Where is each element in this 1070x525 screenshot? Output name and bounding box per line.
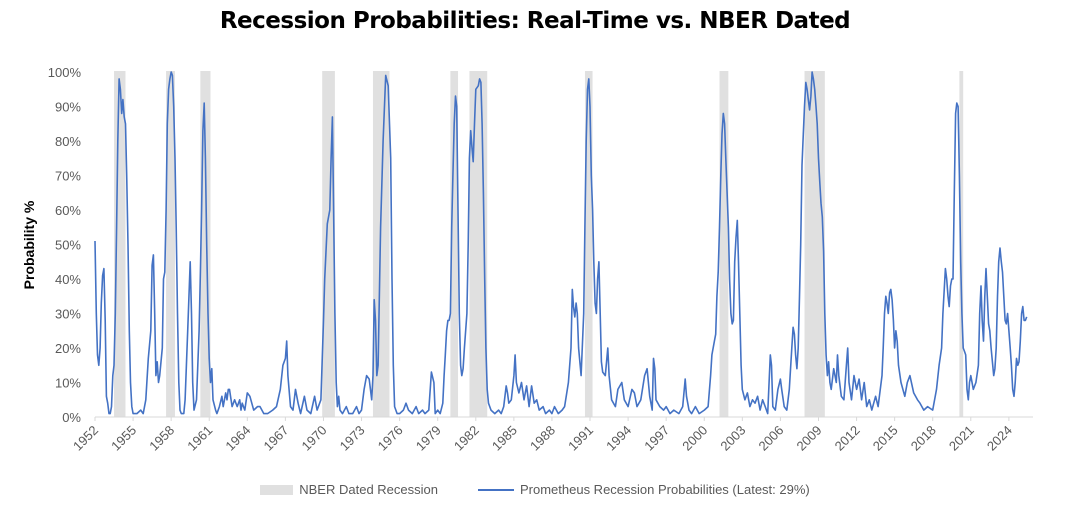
x-tick-label: 1985: [489, 423, 520, 454]
legend-item-series: Prometheus Recession Probabilities (Late…: [477, 482, 810, 497]
y-tick-label: 0%: [62, 410, 81, 425]
recession-band: [372, 71, 390, 417]
chart-title: Recession Probabilities: Real-Time vs. N…: [219, 8, 851, 34]
legend-series-label: Prometheus Recession Probabilities (Late…: [519, 482, 810, 497]
x-tick-label: 1982: [451, 423, 482, 454]
x-tick-label: 1988: [527, 423, 558, 454]
y-tick-label: 90%: [55, 100, 81, 115]
y-tick-label: 100%: [48, 65, 82, 80]
x-tick-label: 1994: [603, 423, 634, 454]
x-tick-label: 2021: [946, 423, 977, 454]
axes: [94, 416, 1033, 421]
recession-band: [804, 71, 825, 417]
y-tick-label: 60%: [55, 203, 81, 218]
recession-band: [584, 71, 593, 417]
x-tick-label: 1967: [260, 423, 291, 454]
recession-band: [200, 71, 211, 417]
x-tick-label: 1958: [146, 423, 177, 454]
recession-band: [450, 71, 459, 417]
x-tick-label: 1970: [299, 423, 330, 454]
y-tick-label: 30%: [55, 307, 81, 322]
series-swatch: [477, 488, 514, 491]
x-tick-label: 2000: [679, 423, 710, 454]
x-tick-label: 2009: [794, 423, 825, 454]
x-tick-label: 2018: [908, 423, 939, 454]
recession-band: [959, 71, 964, 417]
x-tick-label: 1979: [413, 423, 444, 454]
recession-band: [114, 71, 126, 417]
x-tick-label: 1952: [70, 423, 101, 454]
x-tick-label: 1973: [337, 423, 368, 454]
recession-band: [719, 71, 729, 417]
y-tick-label: 70%: [55, 169, 81, 184]
x-tick-label: 2006: [755, 423, 786, 454]
series-line: [94, 71, 1028, 415]
y-tick-label: 50%: [55, 238, 81, 253]
x-tick-label: 1964: [222, 423, 253, 454]
y-tick-label: 10%: [55, 376, 81, 391]
x-tick-label: 2003: [717, 423, 748, 454]
x-tick-label: 1961: [184, 423, 215, 454]
x-tick-label: 1976: [375, 423, 406, 454]
legend-item-recession: NBER Dated Recession: [260, 482, 438, 497]
x-tick-label: 2012: [832, 423, 863, 454]
y-axis-label: Probability %: [21, 200, 37, 289]
x-tick-label: 2024: [984, 423, 1015, 454]
recession-band: [166, 71, 175, 417]
x-tick-label: 1991: [565, 423, 596, 454]
series-line-layer: [94, 71, 1028, 415]
y-tick-label: 20%: [55, 341, 81, 356]
legend: NBER Dated Recession Prometheus Recessio…: [0, 482, 1070, 497]
legend-recession-label: NBER Dated Recession: [299, 482, 438, 497]
recession-bands: [114, 71, 964, 417]
recession-swatch: [260, 484, 294, 495]
y-tick-label: 40%: [55, 272, 81, 287]
x-tick-label: 2015: [870, 423, 901, 454]
x-tick-label: 1955: [108, 423, 139, 454]
y-tick-label: 80%: [55, 134, 81, 149]
x-tick-label: 1997: [641, 423, 672, 454]
